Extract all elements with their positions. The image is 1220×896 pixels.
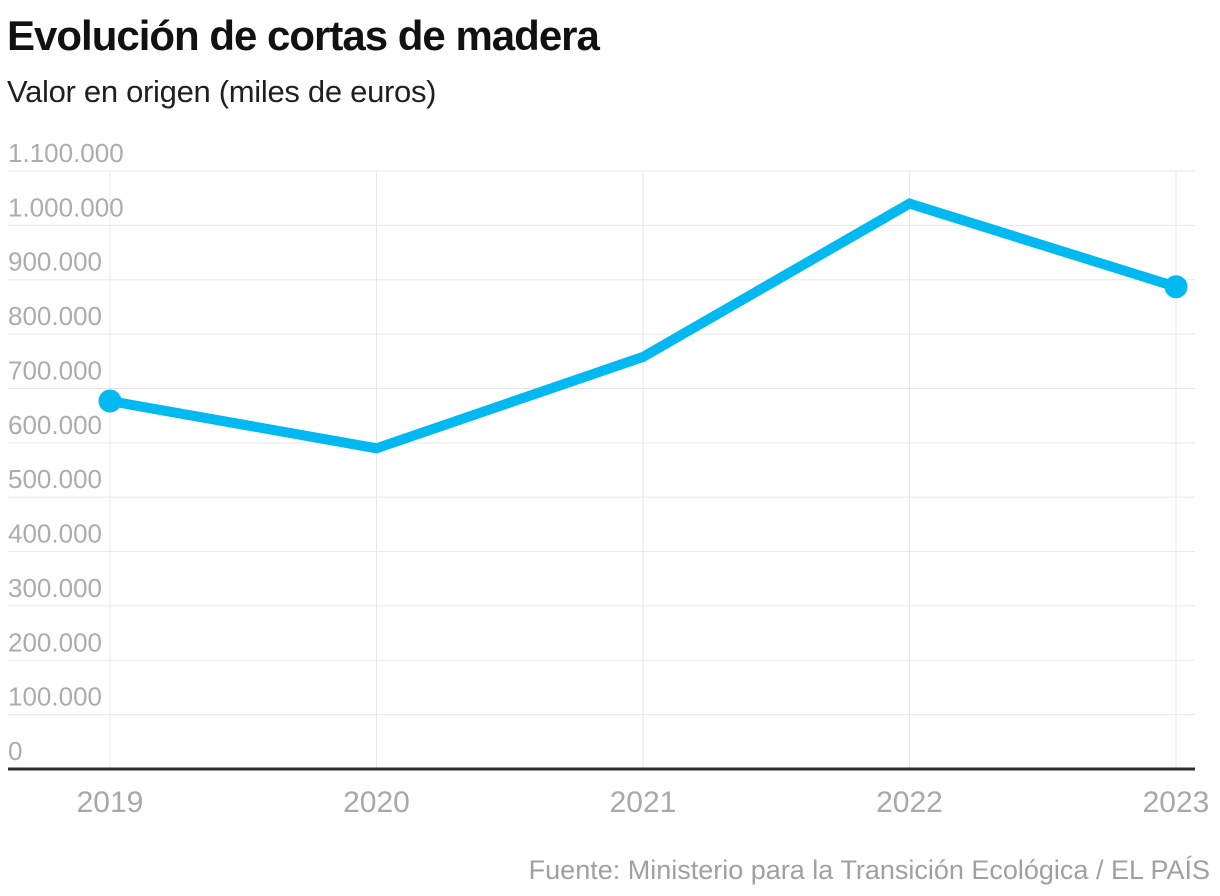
data-line (109, 198, 1178, 454)
y-tick-label: 1.000.000 (8, 192, 124, 222)
data-point-first (98, 389, 122, 413)
y-tick-label: 0 (8, 736, 22, 766)
y-tick-label: 600.000 (8, 410, 102, 440)
y-tick-label: 900.000 (8, 247, 102, 277)
x-tick-label: 2022 (876, 786, 943, 819)
data-point-last (1164, 275, 1188, 299)
y-tick-label: 300.000 (8, 573, 102, 603)
y-tick-label: 1.100.000 (8, 138, 124, 168)
x-tick-label: 2020 (343, 786, 410, 819)
source-attribution: Fuente: Ministerio para la Transición Ec… (528, 855, 1210, 885)
y-tick-label: 800.000 (8, 301, 102, 331)
x-tick-labels: 2019 2020 2021 2022 2023 (77, 786, 1210, 819)
y-tick-label: 700.000 (8, 355, 102, 385)
y-tick-label: 200.000 (8, 627, 102, 657)
y-tick-label: 400.000 (8, 519, 102, 549)
chart-title: Evolución de cortas de madera (7, 12, 600, 59)
x-tick-label: 2019 (77, 786, 144, 819)
chart-subtitle: Valor en origen (miles de euros) (7, 74, 437, 109)
y-gridlines-and-labels: 0 100.000 200.000 300.000 400.000 500.000 600.… (8, 138, 1195, 766)
y-tick-label: 100.000 (8, 682, 102, 712)
x-tick-label: 2021 (610, 786, 677, 819)
x-tick-label: 2023 (1143, 786, 1210, 819)
y-tick-label: 500.000 (8, 464, 102, 494)
x-gridlines (109, 171, 1177, 769)
